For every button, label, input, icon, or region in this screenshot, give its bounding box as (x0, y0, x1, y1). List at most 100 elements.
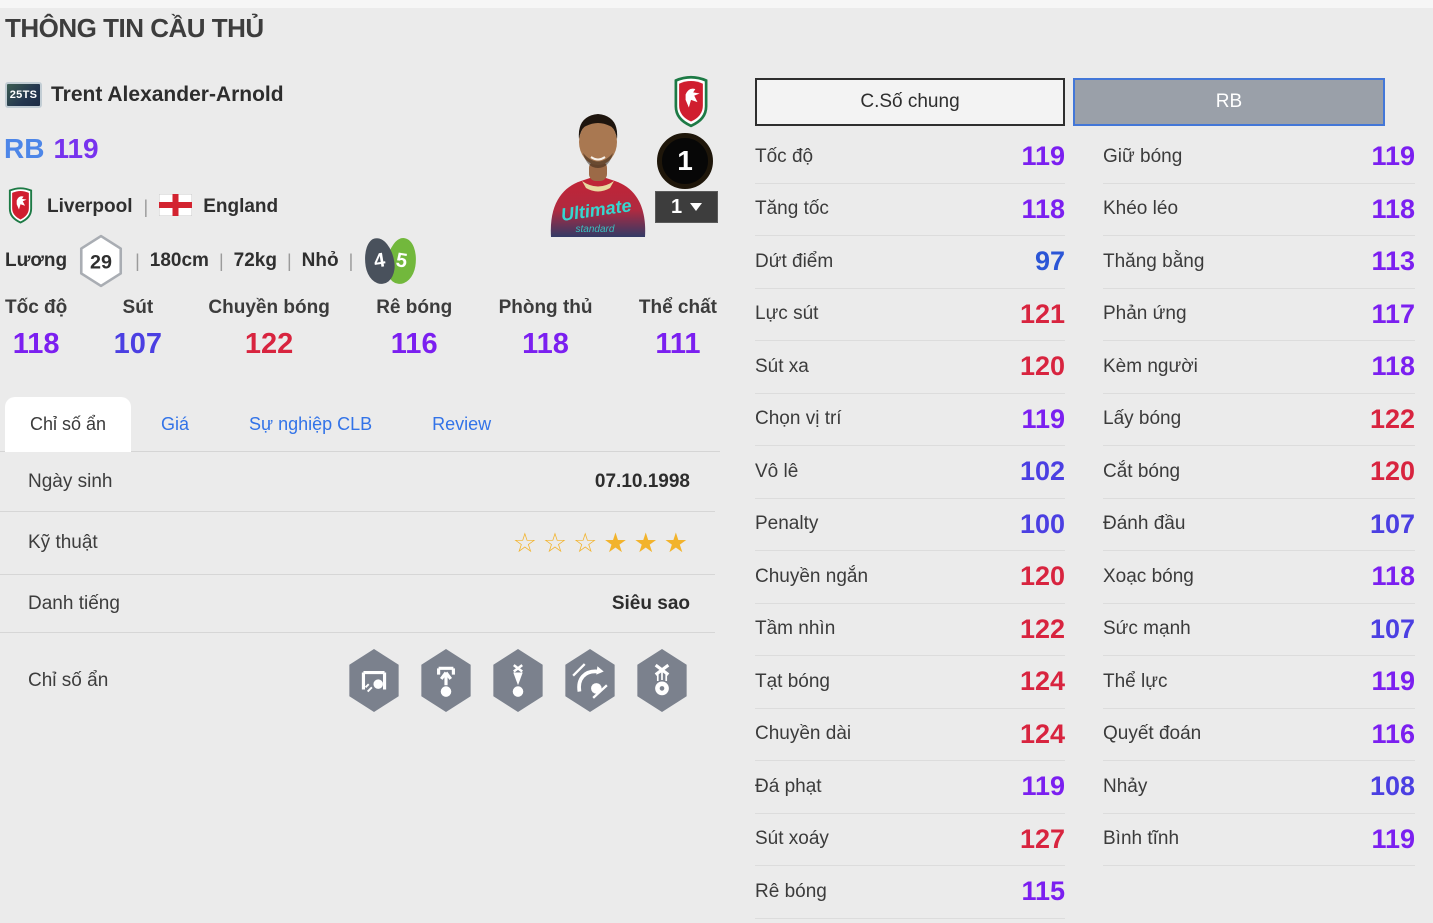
stat-value: 113 (1371, 246, 1415, 277)
tab-link[interactable]: Giá (161, 414, 190, 434)
stat-row: Khéo léo 118 (1103, 184, 1415, 236)
stat-row: Quyết đoán 116 (1103, 709, 1415, 761)
summary-stat-label: Thể chất (638, 297, 717, 318)
stat-label: Quyết đoán (1103, 723, 1202, 745)
stat-label: Sức mạnh (1103, 618, 1191, 640)
stat-label: Cắt bóng (1103, 460, 1181, 482)
salary-label: Lương (5, 250, 68, 271)
stat-row: Sức mạnh 107 (1103, 604, 1415, 656)
stat-label: Tầm nhìn (755, 618, 836, 640)
stat-label: Tạt bóng (755, 670, 830, 692)
summary-stat-label: Rê bóng (376, 297, 453, 318)
stat-value: 119 (1021, 141, 1065, 172)
stat-value: 119 (1371, 141, 1415, 172)
power-throw-icon (421, 649, 471, 712)
stat-label: Chọn vị trí (755, 408, 842, 430)
ball-juggle-icon (637, 649, 687, 712)
stat-row: Bình tĩnh 119 (1103, 814, 1415, 866)
chevron-down-icon (690, 203, 703, 211)
stat-row: Phản ứng 117 (1103, 289, 1415, 341)
stat-value: 117 (1371, 298, 1415, 329)
stat-value: 97 (1034, 246, 1065, 277)
stat-value: 118 (1021, 193, 1065, 224)
goal-shot-icon (349, 649, 399, 712)
stat-row: Vô lê 102 (755, 446, 1065, 499)
top-strip (0, 0, 1433, 8)
stat-label: Lực sút (755, 303, 819, 325)
summary-stat-label: Sút (122, 297, 154, 318)
stat-value: 120 (1019, 351, 1065, 382)
tab-link[interactable]: Review (432, 414, 492, 434)
summary-stat: Thể chất 111 (639, 297, 717, 361)
stat-row: Sút xa 120 (755, 341, 1065, 394)
summary-stat: Rê bóng 116 (376, 297, 452, 361)
salary-value: 29 (90, 251, 112, 273)
skill-stars: ☆ ☆ ☆ ★ ★ ★ (513, 528, 690, 559)
stat-value: 118 (1371, 193, 1415, 224)
stat-value: 122 (1019, 613, 1065, 644)
summary-stat-value: 111 (655, 328, 701, 360)
stat-row: Nhảy 108 (1103, 761, 1415, 814)
reputation-value: Siêu sao (611, 592, 690, 614)
birthdate-value: 07.10.1998 (594, 470, 690, 492)
stat-row: Thể lực 119 (1103, 656, 1415, 709)
curve-run-icon (565, 649, 615, 712)
stat-row: Cắt bóng 120 (1103, 446, 1415, 499)
stat-label: Nhảy (1103, 775, 1148, 797)
birthdate-label: Ngày sinh (28, 470, 113, 492)
reputation-row: Danh tiếng Siêu sao (0, 575, 715, 633)
hidden-stats-row: Chỉ số ẩn (0, 633, 715, 728)
bio-row: Lương 29 | 180cm | 72kg | Nhỏ | 4 5 (5, 233, 420, 289)
hidden-stats-label: Chỉ số ẩn (28, 669, 109, 691)
stat-label: Sút xa (755, 355, 809, 377)
stat-label: Phản ứng (1103, 303, 1187, 325)
tab-link[interactable]: Sự nghiệp CLB (249, 414, 373, 434)
level-dropdown-value: 1 (670, 195, 683, 218)
summary-stat: Tốc độ 118 (5, 297, 67, 361)
birthdate-row: Ngày sinh 07.10.1998 (0, 452, 715, 512)
stat-value: 107 (1369, 613, 1415, 644)
star-empty-icon: ☆ (512, 527, 539, 558)
stat-row: Kèm người 118 (1103, 341, 1415, 394)
stat-label: Đá phạt (755, 775, 822, 797)
player-weight: 72kg (233, 250, 277, 271)
stat-label: Bình tĩnh (1103, 828, 1180, 850)
stat-row: Thăng bằng 113 (1103, 236, 1415, 289)
reputation-label: Danh tiếng (28, 592, 120, 614)
stat-label: Lấy bóng (1103, 408, 1182, 430)
nation-name: England (203, 196, 279, 217)
info-table: Ngày sinh 07.10.1998 Kỹ thuật ☆ ☆ ☆ ★ ★ ★ Dan… (0, 452, 715, 728)
hidden-stats-icons (346, 649, 690, 712)
level-dropdown[interactable]: 1 (655, 191, 718, 223)
tab-general-stats[interactable]: C.Số chung (755, 78, 1065, 126)
club-nation-row: Liverpool | England (5, 186, 278, 228)
star-filled-icon: ★ (633, 527, 660, 558)
stat-panel-tabs: C.Số chung RB (755, 78, 1385, 126)
star-empty-icon: ☆ (573, 527, 600, 558)
stat-value: 119 (1371, 666, 1415, 697)
stat-row: Lấy bóng 122 (1103, 394, 1415, 446)
stat-row: Xoạc bóng 118 (1103, 551, 1415, 604)
stat-value: 116 (1371, 718, 1415, 749)
separator: | (143, 196, 149, 217)
stat-column-right: Giữ bóng 119 Khéo léo 118 Thăng bằng 113 Phản … (1103, 131, 1415, 866)
stat-row: Đánh đầu 107 (1103, 499, 1415, 551)
summary-stat-label: Phòng thủ (498, 297, 593, 318)
summary-stats: Tốc độ 118 Sút 107 Chuyền bóng 122 Rê bóng 116 P… (5, 297, 717, 361)
tab-position-stats[interactable]: RB (1073, 78, 1385, 126)
stat-label: Xoạc bóng (1103, 565, 1194, 587)
stat-label: Vô lê (755, 460, 799, 482)
separator: | (286, 250, 292, 271)
stat-row: Lực sút 121 (755, 289, 1065, 341)
stat-row: Tăng tốc 118 (755, 184, 1065, 236)
tab-active[interactable]: Chỉ số ẩn (5, 397, 131, 452)
stat-label: Khéo léo (1103, 198, 1179, 220)
club-name: Liverpool (47, 196, 133, 217)
skill-row: Kỹ thuật ☆ ☆ ☆ ★ ★ ★ (0, 512, 715, 575)
stat-value: 115 (1021, 876, 1065, 907)
stat-value: 107 (1369, 508, 1415, 539)
player-photo: Ultimate standard (533, 95, 663, 237)
stat-row: Chuyền ngắn 120 (755, 551, 1065, 604)
stat-row: Chuyền dài 124 (755, 709, 1065, 761)
stat-column-left: Tốc độ 119 Tăng tốc 118 Dứt điểm 97 Lực sút 121… (755, 131, 1065, 919)
